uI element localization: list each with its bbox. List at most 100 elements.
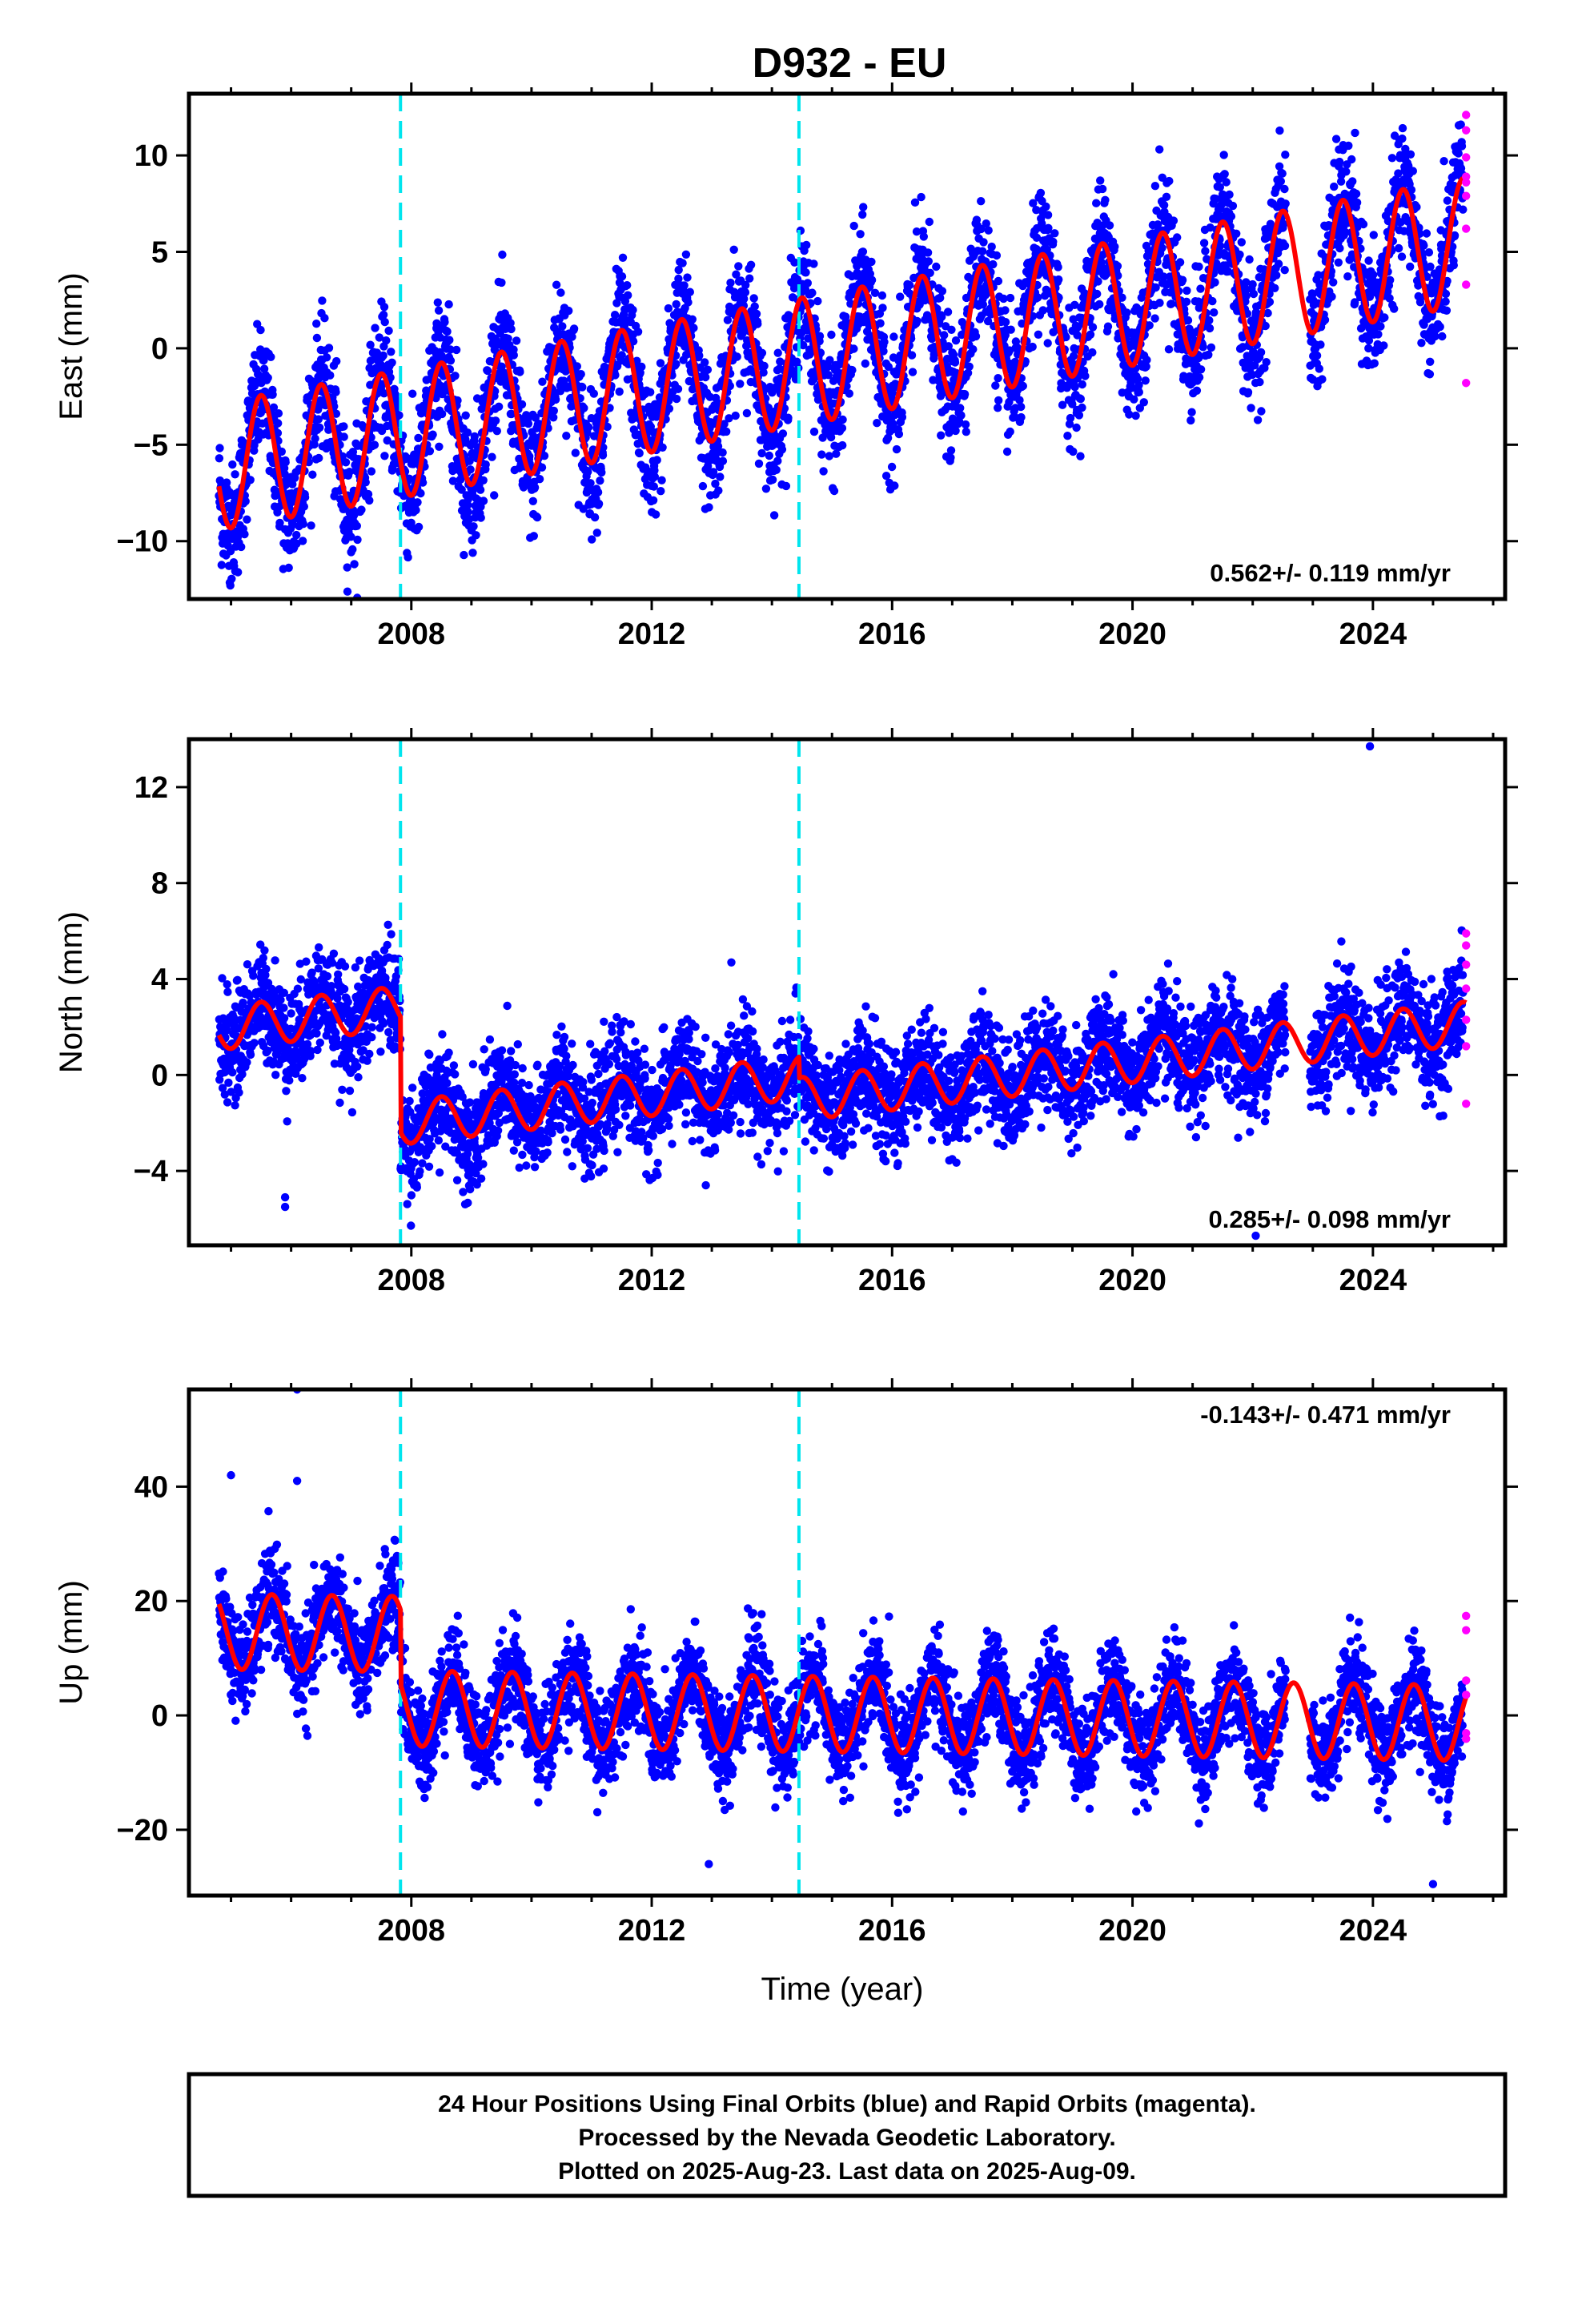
final-orbit-point [741,287,750,297]
final-orbit-point [1206,223,1215,232]
final-orbit-point [1243,388,1253,396]
final-orbit-point [749,294,758,303]
final-orbit-point [352,521,361,530]
final-orbit-point [790,258,799,267]
final-orbit-point [726,278,735,287]
final-orbit-point [1166,300,1176,308]
final-orbit-point [589,389,598,398]
final-orbit-point [853,268,861,277]
final-orbit-point [994,396,1003,405]
final-orbit-point [279,1014,289,1023]
final-orbit-point [268,390,277,399]
final-orbit-point [1101,195,1110,204]
final-orbit-point [446,345,455,354]
final-orbit-point [1110,242,1119,251]
final-orbit-point [1442,306,1452,315]
final-orbit-point [1066,413,1075,423]
final-orbit-point [562,432,571,440]
final-orbit-point [856,230,865,239]
final-orbit-point [1201,247,1210,255]
final-orbit-point [1175,258,1185,267]
final-orbit-point [888,388,897,397]
final-orbit-point [222,478,231,487]
final-orbit-point [448,476,458,485]
final-orbit-point [540,452,549,460]
final-orbit-point [1081,372,1090,380]
final-orbit-point [259,954,267,963]
final-orbit-point [277,447,286,456]
final-orbit-point [819,467,828,476]
final-orbit-point [1029,199,1038,207]
final-orbit-point [490,491,499,500]
final-orbit-point [481,460,490,469]
final-orbit-point [781,481,791,491]
final-orbit-point [314,415,323,424]
final-orbit-point [279,1003,288,1012]
final-orbit-point [243,1058,251,1067]
final-orbit-point [946,453,955,462]
final-orbit-point [772,465,781,474]
final-orbit-point [689,324,698,332]
final-orbit-point [718,448,727,457]
final-orbit-point [483,366,492,376]
final-orbit-point [464,508,472,517]
final-orbit-point [1092,199,1101,207]
final-orbit-point [414,522,424,532]
final-orbit-point [440,318,449,327]
final-orbit-point [534,420,544,428]
final-orbit-point [1406,150,1415,159]
final-orbit-point [867,257,876,267]
final-orbit-point [1316,340,1325,349]
final-orbit-point [1205,324,1215,333]
x-tick-label: 2008 [377,617,445,651]
final-orbit-point [501,324,510,333]
final-orbit-point [961,420,970,429]
final-orbit-point [1374,330,1383,339]
final-orbit-point [1253,416,1263,424]
final-orbit-point [240,529,249,539]
final-orbit-point [1070,383,1079,392]
final-orbit-point [1070,300,1079,309]
final-orbit-point [649,482,658,491]
final-orbit-points [215,742,1468,1240]
final-orbit-point [711,479,720,489]
final-orbit-point [1211,278,1219,287]
final-orbit-point [1094,277,1102,286]
final-orbit-point [223,987,232,996]
final-orbit-point [476,485,485,494]
final-orbit-point [231,470,239,479]
final-orbit-point [1397,252,1407,261]
final-orbit-point [1169,216,1178,225]
final-orbit-point [1186,416,1195,425]
final-orbit-point [773,456,782,465]
final-orbit-point [318,296,327,305]
final-orbit-point [375,333,383,342]
final-orbit-point [1044,223,1053,232]
final-orbit-point [1133,374,1142,384]
final-orbit-point [1098,184,1107,194]
final-orbit-point [556,288,565,297]
final-orbit-point [347,533,355,541]
final-orbit-point [1068,400,1077,408]
final-orbit-point [339,432,348,441]
final-orbit-point [1196,284,1205,293]
final-orbit-point [597,468,606,477]
final-orbit-point [280,469,289,479]
final-orbit-point [1435,322,1444,332]
final-orbit-point [1058,400,1067,409]
final-orbit-point [1390,304,1399,313]
final-orbit-point [497,278,506,287]
final-orbit-point [1178,275,1187,284]
final-orbit-point [1196,365,1206,374]
final-orbit-point [825,452,834,460]
final-orbit-point [312,320,321,328]
final-orbit-point [733,352,741,361]
final-orbit-point [1343,272,1352,281]
final-orbit-point [538,377,547,386]
final-orbit-point [635,448,644,458]
final-orbit-point [479,497,488,505]
final-orbit-point [683,273,692,282]
final-orbit-point [1018,381,1028,391]
final-orbit-point [535,475,544,484]
final-orbit-point [809,259,818,268]
